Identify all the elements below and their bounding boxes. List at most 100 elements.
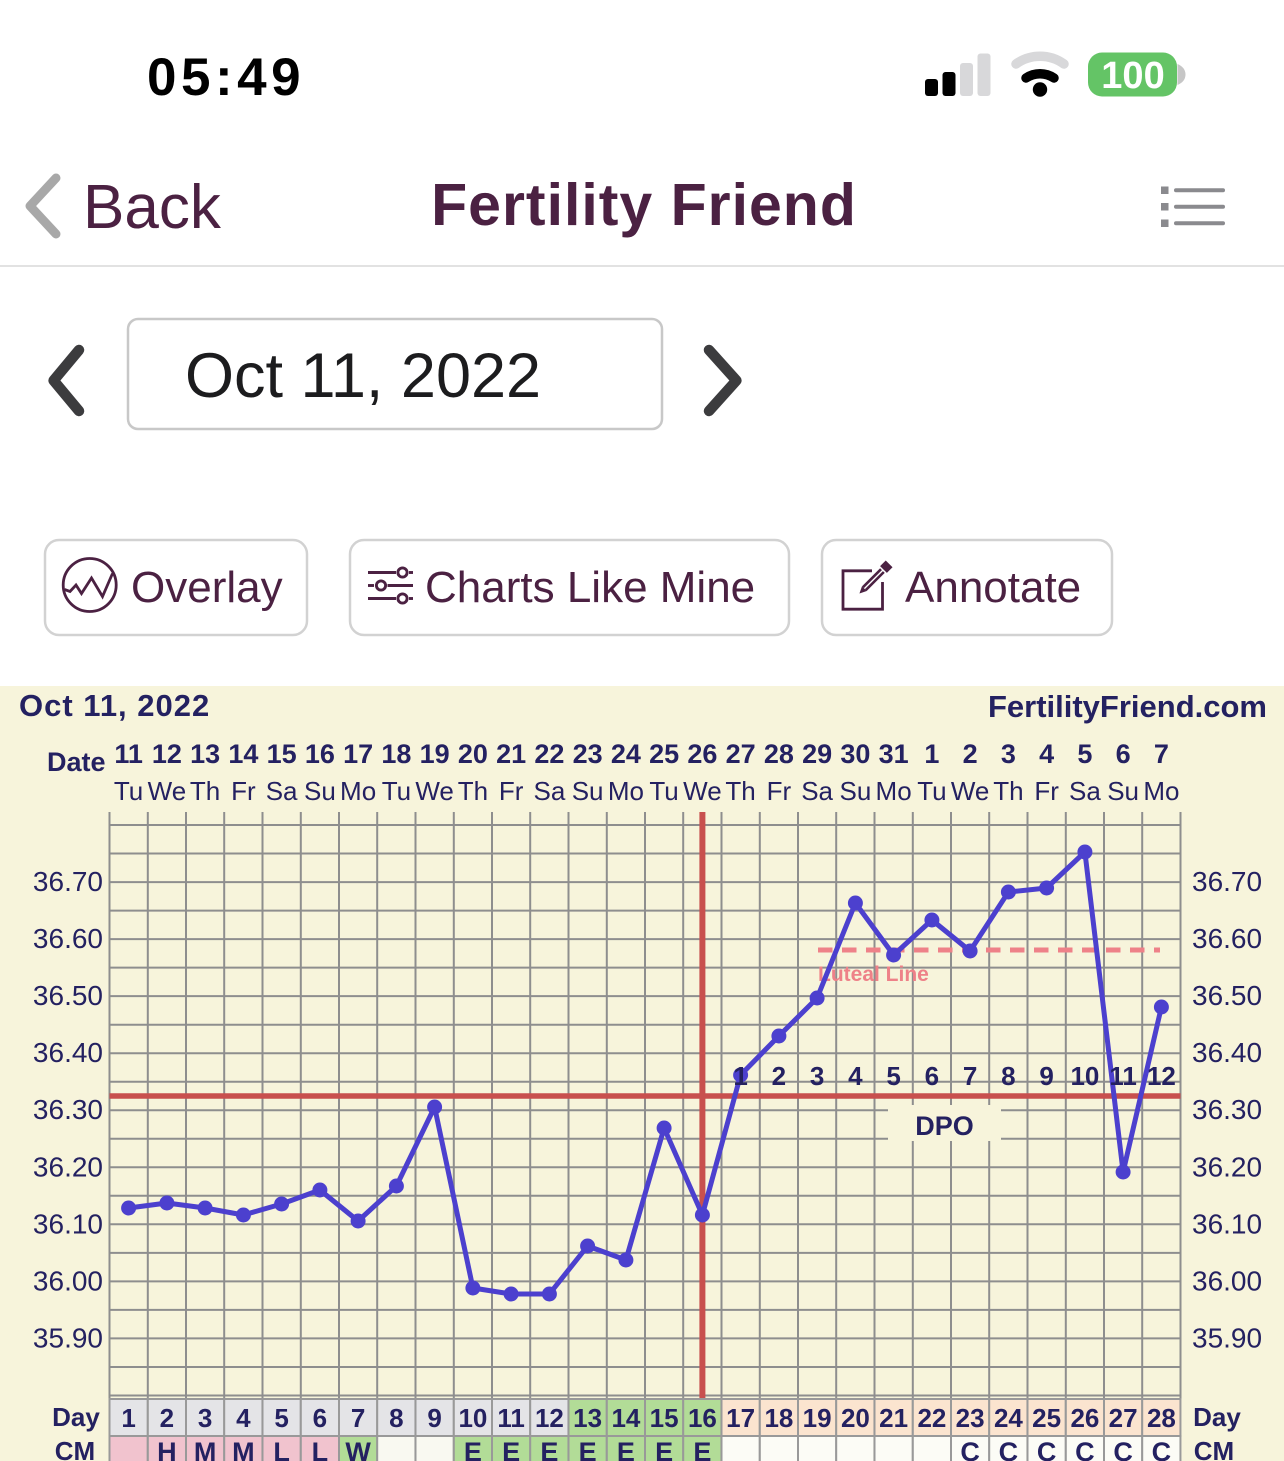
svg-text:14: 14: [611, 1403, 640, 1433]
svg-text:Su: Su: [1107, 776, 1139, 806]
svg-text:W: W: [345, 1437, 371, 1461]
svg-text:L: L: [273, 1437, 290, 1461]
svg-text:26: 26: [687, 739, 717, 769]
svg-text:Th: Th: [190, 776, 220, 806]
svg-text:2: 2: [160, 1403, 174, 1433]
svg-text:We: We: [951, 776, 990, 806]
svg-text:27: 27: [726, 739, 756, 769]
svg-text:E: E: [464, 1437, 482, 1461]
svg-text:Su: Su: [839, 776, 871, 806]
svg-text:FertilityFriend.com: FertilityFriend.com: [988, 689, 1267, 724]
svg-text:2: 2: [772, 1061, 786, 1091]
svg-text:25: 25: [1032, 1403, 1061, 1433]
svg-text:9: 9: [1039, 1061, 1053, 1091]
svg-text:36.60: 36.60: [33, 923, 103, 954]
svg-text:Annotate: Annotate: [905, 563, 1081, 612]
svg-text:21: 21: [879, 1403, 908, 1433]
svg-text:Back: Back: [83, 173, 222, 242]
svg-text:We: We: [415, 776, 454, 806]
svg-text:11: 11: [114, 739, 143, 769]
svg-text:19: 19: [420, 739, 450, 769]
svg-text:Charts Like Mine: Charts Like Mine: [425, 563, 755, 612]
svg-text:L: L: [312, 1437, 329, 1461]
svg-text:E: E: [617, 1437, 635, 1461]
svg-text:1: 1: [924, 739, 939, 769]
svg-text:We: We: [683, 776, 722, 806]
svg-text:16: 16: [305, 739, 335, 769]
svg-text:Mo: Mo: [1143, 776, 1179, 806]
svg-text:36.50: 36.50: [1192, 980, 1262, 1011]
svg-text:12: 12: [535, 1403, 564, 1433]
svg-text:30: 30: [840, 739, 870, 769]
svg-text:Date: Date: [47, 747, 106, 777]
svg-text:36.70: 36.70: [33, 866, 103, 897]
svg-text:20: 20: [841, 1403, 870, 1433]
svg-text:15: 15: [267, 739, 297, 769]
svg-text:4: 4: [236, 1403, 251, 1433]
svg-text:8: 8: [389, 1403, 403, 1433]
svg-text:3: 3: [1001, 739, 1016, 769]
svg-text:7: 7: [351, 1403, 365, 1433]
svg-text:Th: Th: [725, 776, 755, 806]
svg-text:10: 10: [1070, 1061, 1099, 1091]
svg-text:Fr: Fr: [1034, 776, 1059, 806]
svg-text:36.00: 36.00: [1192, 1265, 1262, 1296]
svg-text:We: We: [148, 776, 187, 806]
svg-text:Overlay: Overlay: [131, 563, 283, 612]
svg-text:11: 11: [1109, 1061, 1137, 1091]
svg-text:M: M: [194, 1437, 217, 1461]
svg-text:Th: Th: [458, 776, 488, 806]
svg-text:CM: CM: [55, 1436, 95, 1461]
svg-text:E: E: [502, 1437, 520, 1461]
svg-text:Tu: Tu: [649, 776, 678, 806]
svg-text:22: 22: [917, 1403, 946, 1433]
svg-text:3: 3: [198, 1403, 212, 1433]
svg-text:18: 18: [764, 1403, 793, 1433]
svg-text:05:49: 05:49: [147, 48, 305, 107]
svg-text:C: C: [999, 1437, 1019, 1461]
svg-text:Day: Day: [1193, 1402, 1241, 1432]
svg-text:4: 4: [1039, 739, 1054, 769]
svg-text:Fr: Fr: [231, 776, 256, 806]
svg-text:36.40: 36.40: [33, 1037, 103, 1068]
svg-text:36.30: 36.30: [1192, 1094, 1262, 1125]
svg-text:17: 17: [726, 1403, 755, 1433]
svg-text:Sa: Sa: [1069, 776, 1101, 806]
svg-text:28: 28: [1147, 1403, 1176, 1433]
svg-text:21: 21: [496, 739, 526, 769]
svg-text:24: 24: [994, 1403, 1023, 1433]
svg-text:23: 23: [573, 739, 603, 769]
svg-text:28: 28: [764, 739, 794, 769]
svg-text:13: 13: [573, 1403, 602, 1433]
svg-text:27: 27: [1109, 1403, 1138, 1433]
svg-text:9: 9: [427, 1403, 441, 1433]
svg-text:Day: Day: [52, 1402, 100, 1432]
svg-text:36.20: 36.20: [33, 1151, 103, 1182]
svg-text:31: 31: [879, 739, 909, 769]
svg-text:16: 16: [688, 1403, 717, 1433]
svg-text:M: M: [232, 1437, 255, 1461]
svg-text:2: 2: [963, 739, 978, 769]
svg-text:15: 15: [650, 1403, 679, 1433]
svg-text:E: E: [579, 1437, 597, 1461]
svg-text:Mo: Mo: [876, 776, 912, 806]
svg-text:DPO: DPO: [915, 1111, 974, 1141]
svg-text:36.10: 36.10: [1192, 1208, 1262, 1239]
svg-text:E: E: [540, 1437, 558, 1461]
svg-text:Su: Su: [304, 776, 336, 806]
svg-text:Tu: Tu: [114, 776, 143, 806]
svg-text:10: 10: [458, 1403, 487, 1433]
svg-text:Fertility Friend: Fertility Friend: [431, 172, 857, 238]
svg-text:22: 22: [534, 739, 564, 769]
svg-text:Oct 11, 2022: Oct 11, 2022: [185, 341, 541, 411]
svg-text:36.30: 36.30: [33, 1094, 103, 1125]
svg-text:36.20: 36.20: [1192, 1151, 1262, 1182]
svg-text:4: 4: [848, 1061, 863, 1091]
svg-text:E: E: [655, 1437, 673, 1461]
svg-text:Tu: Tu: [917, 776, 946, 806]
svg-text:35.90: 35.90: [33, 1322, 103, 1353]
svg-text:36.60: 36.60: [1192, 923, 1262, 954]
svg-text:Sa: Sa: [801, 776, 833, 806]
svg-text:36.00: 36.00: [33, 1265, 103, 1296]
svg-text:20: 20: [458, 739, 488, 769]
